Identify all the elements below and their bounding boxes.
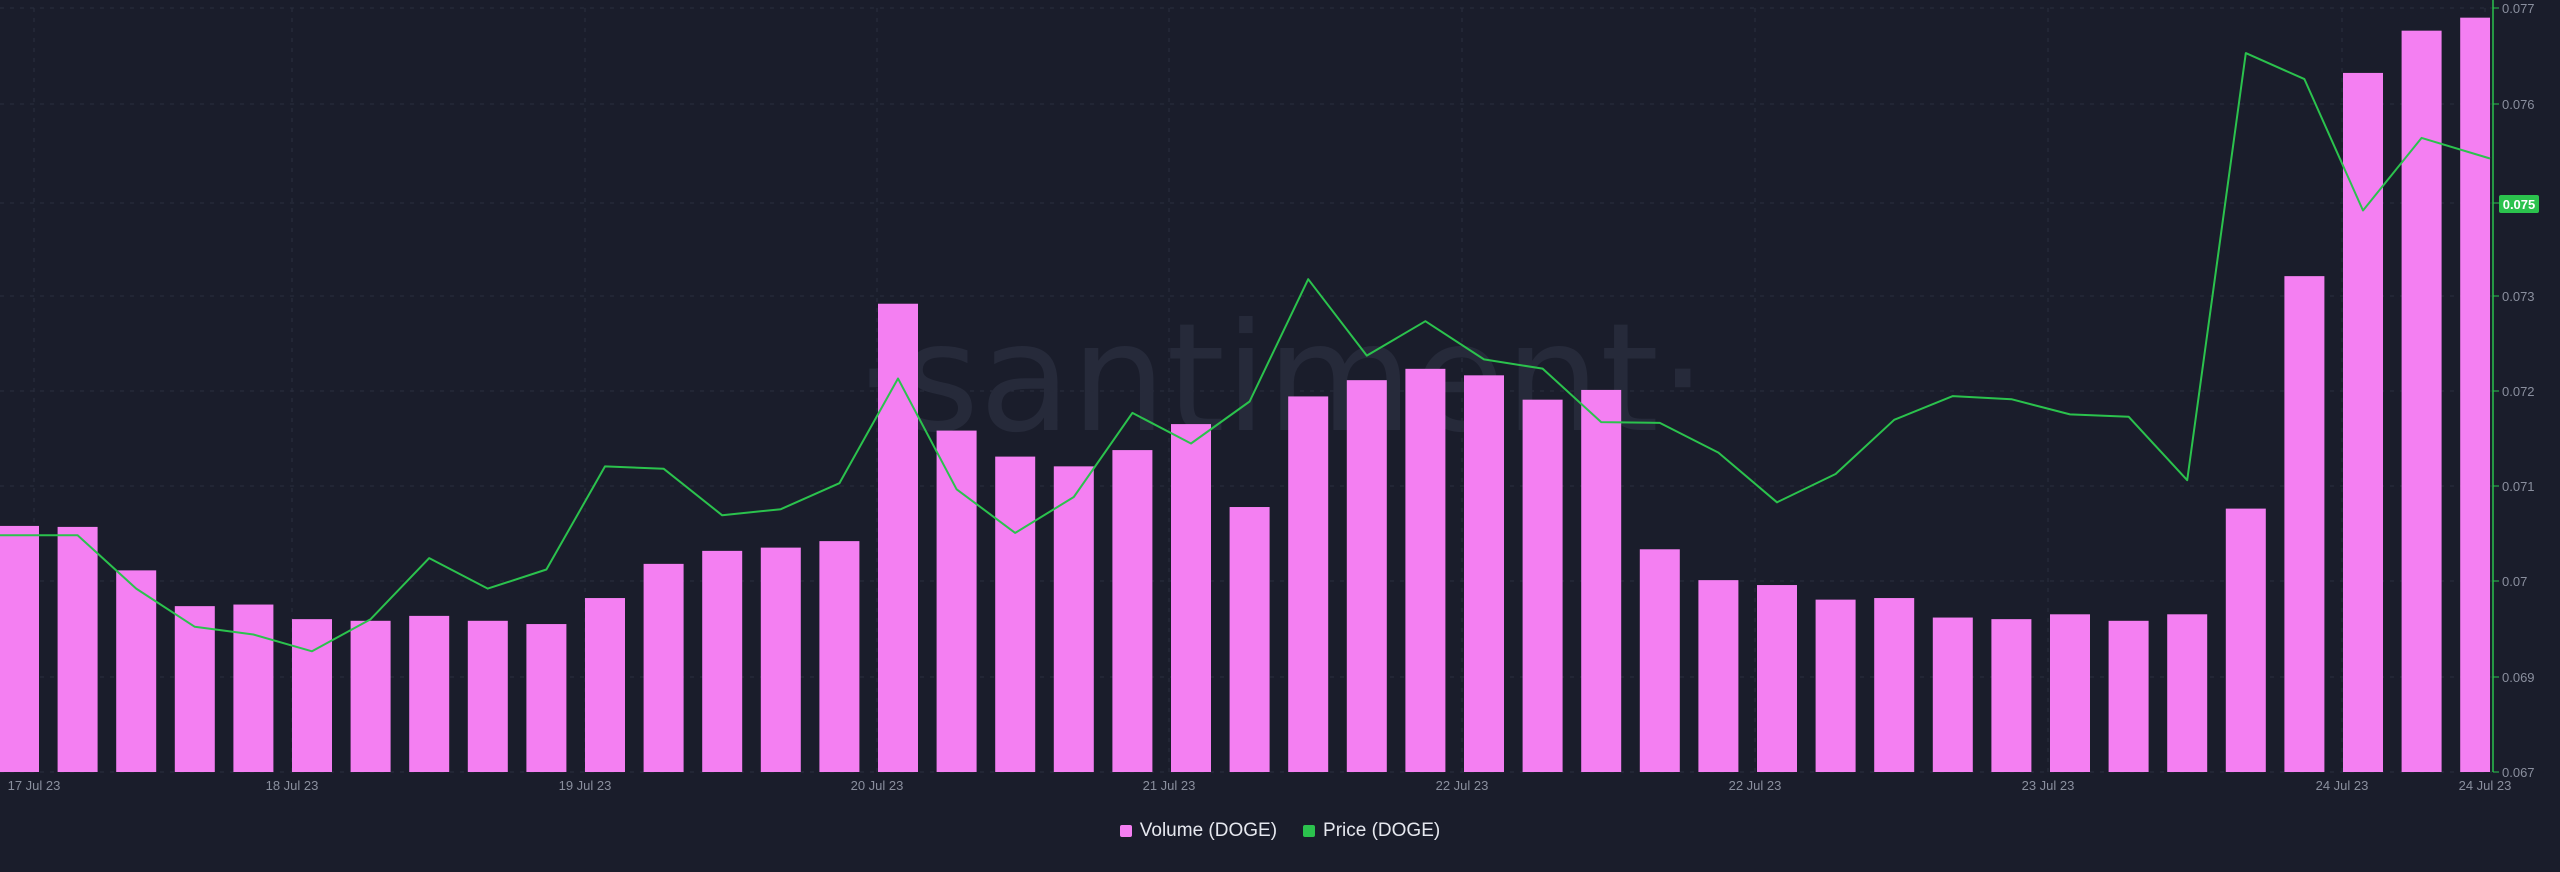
price-badge: 0.075 [2499,195,2539,213]
volume-bar [2284,276,2325,772]
price-badge-text: 0.075 [2503,197,2536,212]
volume-bar [1346,380,1387,772]
price-line [0,52,2491,653]
volume-bar [2460,17,2490,772]
volume-bar [233,604,274,772]
volume-bar [0,525,39,772]
volume-bar [1112,450,1153,772]
x-tick-label: 20 Jul 23 [851,778,904,793]
volume-bar [1698,580,1739,772]
volume-bar [1171,424,1211,772]
x-tick-label: 22 Jul 23 [1436,778,1489,793]
volume-bar [760,547,801,772]
x-tick-label: 23 Jul 23 [2022,778,2075,793]
volume-bar [702,550,743,772]
volume-bar [585,598,625,772]
volume-bar [819,541,860,772]
volume-bar [292,619,332,772]
price-badge-background [2499,195,2539,213]
legend-swatch-price [1303,825,1316,837]
watermark: ·santiment· [853,292,1706,466]
volume-bar [2108,620,2149,772]
volume-bar [1288,396,1329,772]
volume-bar [2225,508,2266,772]
volume-bar [409,615,450,772]
volume-bar [1932,617,1973,772]
volume-bar [936,430,977,772]
legend-label-volume: Volume (DOGE) [1139,820,1278,841]
x-tick-label: 22 Jul 23 [1729,778,1782,793]
volume-bar [2050,614,2090,772]
y-tick-label: 0.077 [2502,1,2535,16]
volume-bar [467,620,508,772]
volume-bar [350,620,391,772]
legend-swatch-volume [1119,825,1132,837]
volume-bars [0,17,2490,773]
volume-bar [116,570,157,772]
volume-bar [1815,599,1856,772]
volume-bar [174,606,215,772]
volume-bar [1405,368,1446,772]
y-tick-label: 0.07 [2502,574,2527,589]
legend: Volume (DOGE) Price (DOGE) [0,820,2560,842]
legend-label-price: Price (DOGE) [1323,820,1441,841]
volume-bar [57,526,98,772]
x-tick-label: 18 Jul 23 [266,778,319,793]
x-tick-label: 21 Jul 23 [1143,778,1196,793]
volume-bar [1757,585,1797,772]
volume-bar [2167,614,2208,772]
volume-bar [1991,619,2032,772]
volume-bar [1229,507,1270,772]
volume-bar [643,563,684,772]
legend-item-price[interactable]: Price (DOGE) [1303,820,1440,842]
legend-item-volume[interactable]: Volume (DOGE) [1119,820,1278,842]
volume-bar [1464,375,1504,772]
volume-bar [1522,399,1563,772]
y-tick-label: 0.071 [2502,479,2535,494]
y-tick-label: 0.073 [2502,289,2535,304]
volume-bar [1874,598,1915,772]
y-tick-label: 0.072 [2502,384,2535,399]
x-tick-label: 24 Jul 23 [2316,778,2369,793]
x-tick-label: 24 Jul 23 [2459,778,2512,793]
y-tick-label: 0.076 [2502,97,2535,112]
volume-bar [526,624,567,772]
volume-bar [1581,389,1622,772]
y-tick-label: 0.067 [2502,765,2535,780]
volume-bar [1053,466,1094,772]
volume-bar [1639,549,1680,772]
y-tick-label: 0.069 [2502,670,2535,685]
x-tick-label: 17 Jul 23 [8,778,61,793]
x-tick-label: 19 Jul 23 [559,778,612,793]
volume-bar [995,456,1036,772]
price-line-group [0,52,2491,653]
volume-bar [878,303,918,772]
volume-bar [2343,72,2383,772]
